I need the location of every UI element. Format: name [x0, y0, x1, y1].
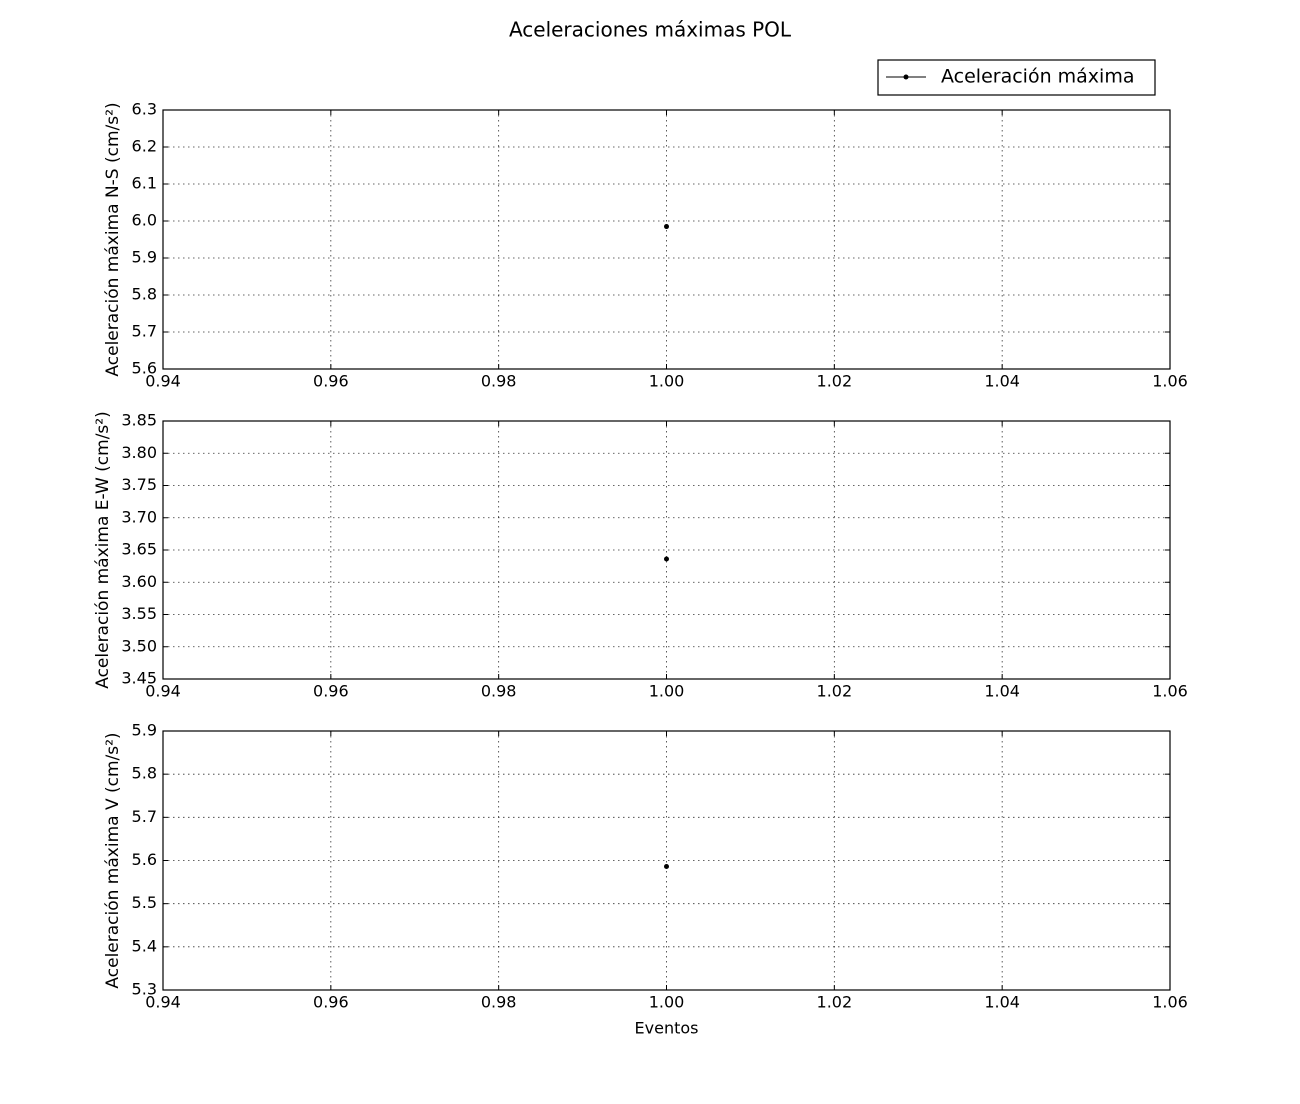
x-tick-label: 1.00: [649, 682, 685, 701]
x-tick-label: 1.04: [984, 372, 1020, 391]
x-tick-label: 1.00: [649, 993, 685, 1012]
plot-frame: [162, 420, 1171, 680]
y-tick-label: 5.8: [132, 764, 157, 783]
x-tick-label: 0.94: [145, 682, 181, 701]
data-point: [664, 864, 669, 870]
y-tick-label: 6.3: [132, 100, 157, 119]
x-tick-label: 1.04: [984, 993, 1020, 1012]
y-tick-label: 5.6: [132, 359, 157, 378]
y-tick-label: 3.75: [121, 475, 157, 494]
y-tick-label: 5.7: [132, 807, 157, 826]
x-tick-label: 1.02: [817, 682, 853, 701]
y-tick-label: 5.9: [132, 248, 157, 267]
plot-frame: [162, 730, 1171, 991]
y-tick-label: 5.5: [132, 893, 157, 912]
plot-frame: [162, 109, 1171, 370]
x-tick-label: 0.98: [481, 993, 517, 1012]
x-tick-label: 1.06: [1152, 682, 1188, 701]
x-axis-label: Eventos: [635, 1019, 699, 1038]
x-tick-label: 0.96: [313, 682, 349, 701]
y-tick-label: 3.85: [121, 411, 157, 430]
y-tick-label: 5.6: [132, 850, 157, 869]
y-axis-label: Aceleración máxima V (cm/s²): [103, 732, 123, 988]
x-tick-label: 1.04: [984, 682, 1020, 701]
chart-title: Aceleraciones máximas POL: [509, 18, 792, 42]
y-tick-label: 5.3: [132, 980, 157, 999]
y-tick-label: 3.80: [121, 443, 157, 462]
data-point: [664, 224, 669, 230]
x-tick-label: 1.02: [817, 372, 853, 391]
y-tick-label: 5.7: [132, 322, 157, 341]
x-tick-label: 0.96: [313, 372, 349, 391]
x-tick-label: 0.94: [145, 993, 181, 1012]
x-tick-label: 1.06: [1152, 993, 1188, 1012]
y-tick-label: 5.8: [132, 285, 157, 304]
y-tick-label: 6.0: [132, 211, 157, 230]
legend-box: [877, 59, 1156, 96]
y-tick-label: 3.65: [121, 540, 157, 559]
y-tick-label: 3.70: [121, 507, 157, 526]
data-point: [664, 556, 669, 562]
y-tick-label: 3.50: [121, 636, 157, 655]
y-tick-label: 6.2: [132, 137, 157, 156]
x-tick-label: 0.94: [145, 372, 181, 391]
x-tick-label: 1.02: [817, 993, 853, 1012]
legend-swatch: [903, 74, 909, 80]
legend-label: Aceleración máxima: [941, 66, 1134, 88]
y-tick-label: 3.55: [121, 604, 157, 623]
x-tick-label: 1.00: [649, 372, 685, 391]
x-tick-label: 0.98: [481, 682, 517, 701]
y-axis-label: Aceleración máxima N-S (cm/s²): [103, 102, 123, 376]
x-tick-label: 0.98: [481, 372, 517, 391]
x-tick-label: 0.96: [313, 993, 349, 1012]
y-axis-label: Aceleración máxima E-W (cm/s²): [93, 411, 113, 689]
y-tick-label: 5.9: [132, 721, 157, 740]
y-tick-label: 5.4: [132, 936, 157, 955]
x-tick-label: 1.06: [1152, 372, 1188, 391]
y-tick-label: 3.45: [121, 669, 157, 688]
y-tick-label: 3.60: [121, 572, 157, 591]
y-tick-label: 6.1: [132, 174, 157, 193]
